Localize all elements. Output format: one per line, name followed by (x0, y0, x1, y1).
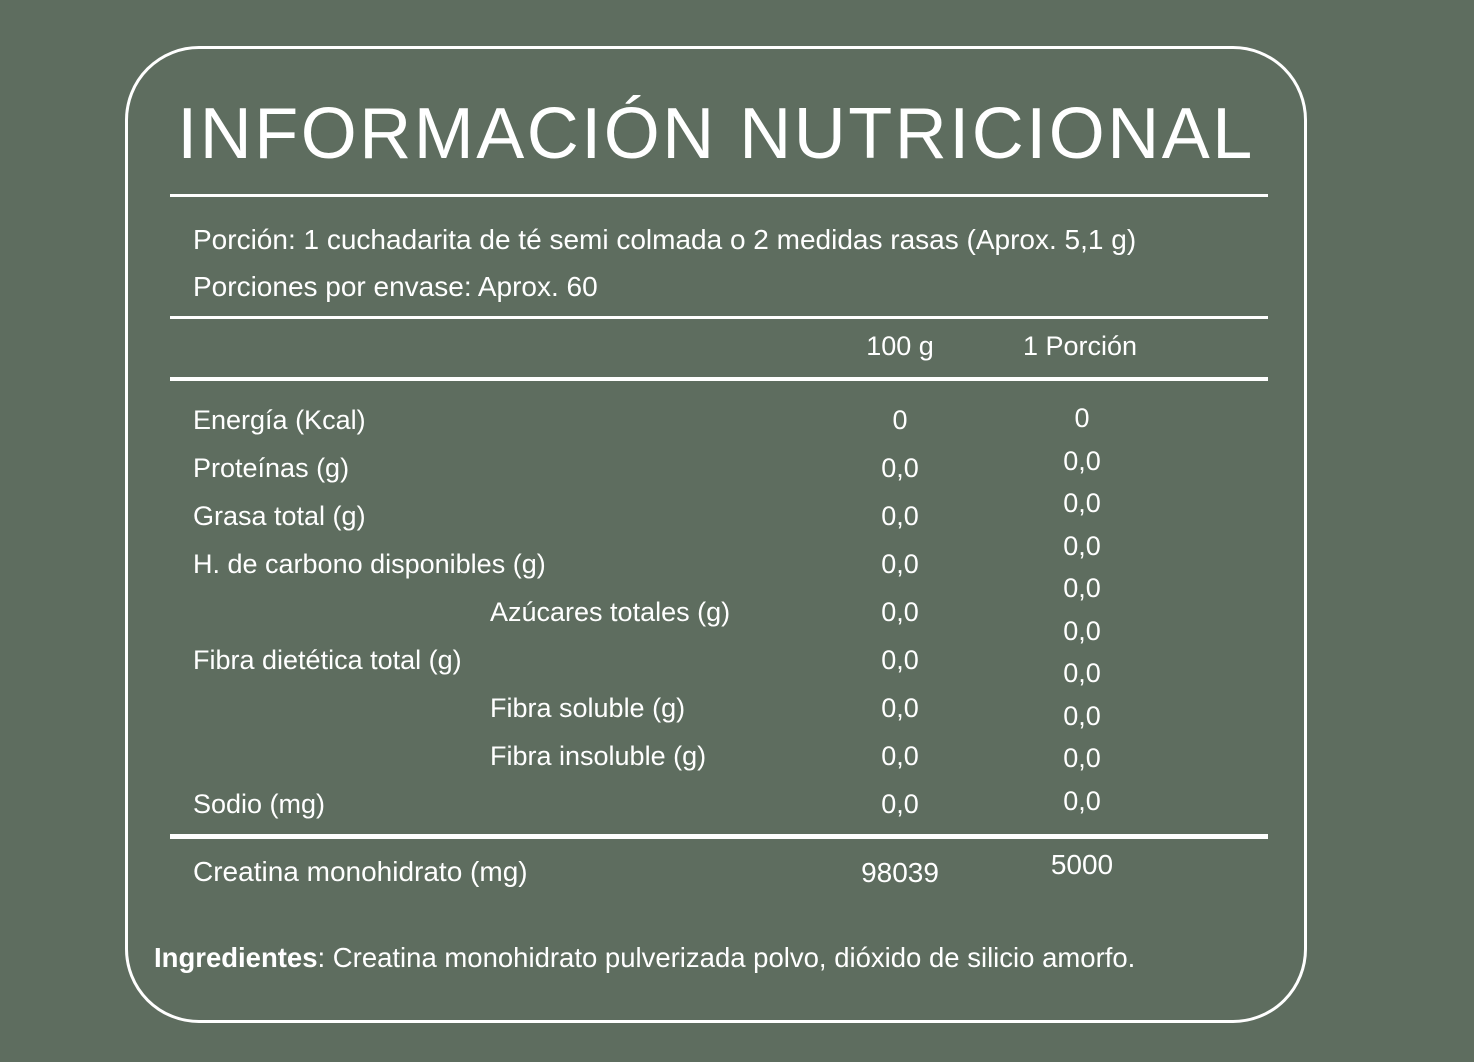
nutrient-name: H. de carbono disponibles (g) (193, 549, 546, 579)
value-per-portion: 0,0 (1063, 785, 1101, 816)
creatine-value-per-100g: 98039 (861, 857, 939, 888)
ingredients-body: : Creatina monohidrato pulverizada polvo… (317, 942, 1136, 973)
divider-above-header (170, 316, 1268, 319)
value-per-100g: 0,0 (881, 693, 919, 723)
value-per-portion: 0,0 (1063, 658, 1101, 688)
value-per-100g: 0,0 (881, 741, 919, 771)
creatine-value-per-portion: 5000 (1050, 849, 1114, 880)
nutrient-name: Fibra dietética total (g) (193, 645, 462, 675)
value-per-100g: 0,0 (881, 453, 919, 483)
value-per-100g: 0,0 (881, 597, 919, 627)
divider-under-title (170, 194, 1268, 197)
creatine-row-name: Creatina monohidrato (mg) (193, 856, 528, 887)
divider-below-header (170, 377, 1268, 381)
value-per-100g: 0,0 (881, 501, 919, 531)
serving-size-text: Porción: 1 cuchadarita de té semi colmad… (193, 224, 1137, 255)
value-per-portion: 0 (1074, 403, 1090, 433)
column-header-100g: 100 g (866, 331, 934, 361)
value-per-portion: 0,0 (1063, 488, 1101, 518)
label-border (125, 46, 1307, 1023)
servings-per-container-text: Porciones por envase: Aprox. 60 (193, 271, 598, 302)
value-per-100g: 0,0 (881, 789, 919, 819)
divider-above-creatine (170, 834, 1268, 839)
value-per-portion: 0,0 (1063, 700, 1101, 731)
ingredients-text: Ingredientes: Creatina monohidrato pulve… (154, 941, 1314, 975)
nutrient-name: Azúcares totales (g) (490, 597, 731, 627)
value-per-portion: 0,0 (1063, 743, 1101, 773)
value-per-100g: 0,0 (881, 549, 919, 579)
nutrient-name: Grasa total (g) (193, 501, 366, 531)
value-per-portion: 0,0 (1063, 573, 1101, 603)
nutrient-name: Fibra insoluble (g) (490, 741, 707, 771)
value-per-100g: 0 (892, 405, 908, 435)
ingredients-label: Ingredientes (154, 942, 318, 973)
column-header-portion: 1 Porción (1022, 331, 1138, 361)
nutrient-name: Fibra soluble (g) (490, 693, 686, 723)
nutrient-name: Sodio (mg) (193, 789, 326, 819)
value-per-portion: 0,0 (1063, 615, 1101, 646)
label-title: INFORMACIÓN NUTRICIONAL (177, 94, 1255, 174)
value-per-portion: 0,0 (1063, 445, 1101, 476)
nutrient-name: Proteínas (g) (193, 453, 350, 483)
nutrient-name: Energía (Kcal) (193, 405, 366, 435)
value-per-100g: 0,0 (881, 645, 919, 675)
value-per-portion: 0,0 (1063, 530, 1101, 561)
